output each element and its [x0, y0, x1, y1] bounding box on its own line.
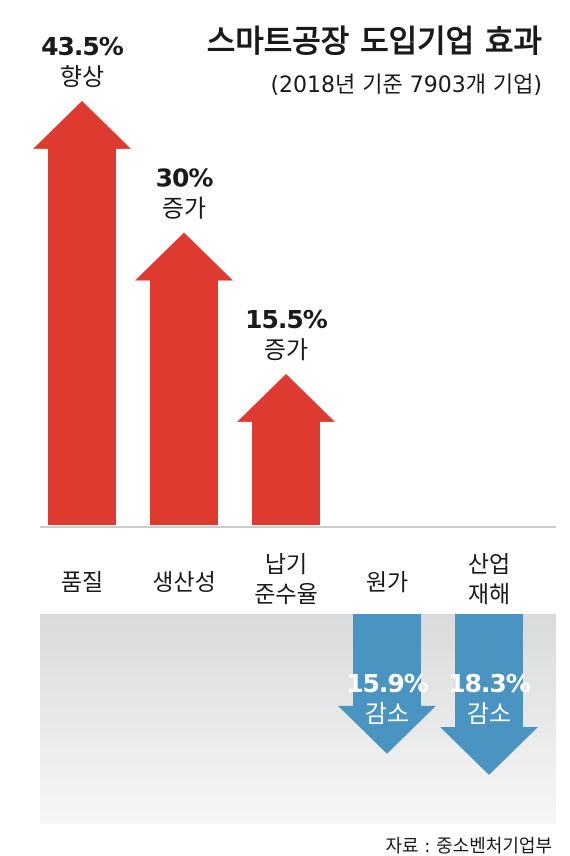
- bar-arrow-down: [338, 614, 436, 754]
- bar-arrow-up: [237, 373, 335, 525]
- change-label: 증가: [162, 195, 206, 223]
- value-label: 15.5%: [245, 305, 328, 334]
- bar-arrow-down: [440, 614, 538, 776]
- category-label: 준수율: [254, 582, 317, 608]
- change-label: 증가: [264, 336, 308, 364]
- category-label: 생산성: [152, 570, 215, 596]
- bar-arrow-up: [135, 232, 233, 525]
- chart-marks: 43.5%향상품질30%증가생산성15.5%증가납기준수율15.9%감소원가18…: [33, 32, 538, 776]
- value-label: 15.9%: [346, 669, 429, 698]
- chart-source: 자료 : 중소벤처기업부: [385, 836, 552, 856]
- category-label: 품질: [61, 570, 103, 596]
- change-label: 감소: [467, 700, 511, 728]
- category-label: 납기: [265, 552, 307, 578]
- chart-subtitle: (2018년 기준 7903개 기업): [270, 73, 542, 98]
- value-label: 18.3%: [448, 669, 531, 698]
- change-label: 감소: [365, 700, 409, 728]
- category-label: 산업: [468, 552, 510, 578]
- value-label: 43.5%: [41, 32, 124, 61]
- bar-arrow-up: [33, 100, 131, 525]
- value-label: 30%: [156, 164, 214, 193]
- category-label: 원가: [366, 570, 408, 596]
- category-label: 재해: [468, 582, 510, 608]
- chart-title: 스마트공장 도입기업 효과: [207, 24, 543, 60]
- change-label: 향상: [60, 63, 104, 91]
